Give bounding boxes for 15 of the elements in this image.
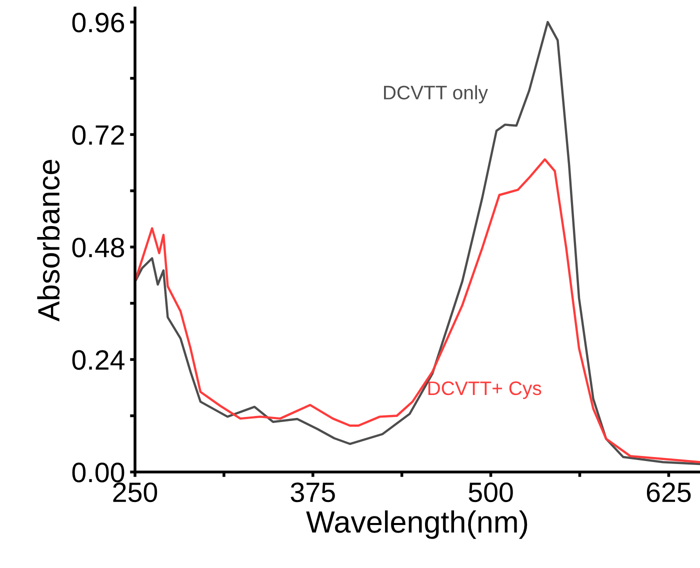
line-series bbox=[135, 158, 700, 464]
y-tick-label: 0.72 bbox=[72, 125, 124, 145]
line-series bbox=[135, 20, 700, 466]
series-label: DCVTT+ Cys bbox=[428, 381, 542, 400]
y-tick-label: 0.48 bbox=[72, 238, 124, 258]
y-tick-label: 0.96 bbox=[72, 12, 124, 32]
x-tick-label: 625 bbox=[646, 482, 691, 502]
y-tick-label: 0.24 bbox=[72, 350, 124, 370]
x-tick-label: 375 bbox=[290, 482, 335, 502]
y-tick-label: 0.00 bbox=[72, 462, 124, 482]
x-axis-title: Wavelength(nm) bbox=[306, 510, 528, 539]
y-axis-title: Absorbance bbox=[37, 160, 60, 322]
x-tick-label: 500 bbox=[468, 482, 513, 502]
x-tick-label: 250 bbox=[113, 482, 158, 502]
series-label: DCVTT only bbox=[384, 85, 488, 104]
